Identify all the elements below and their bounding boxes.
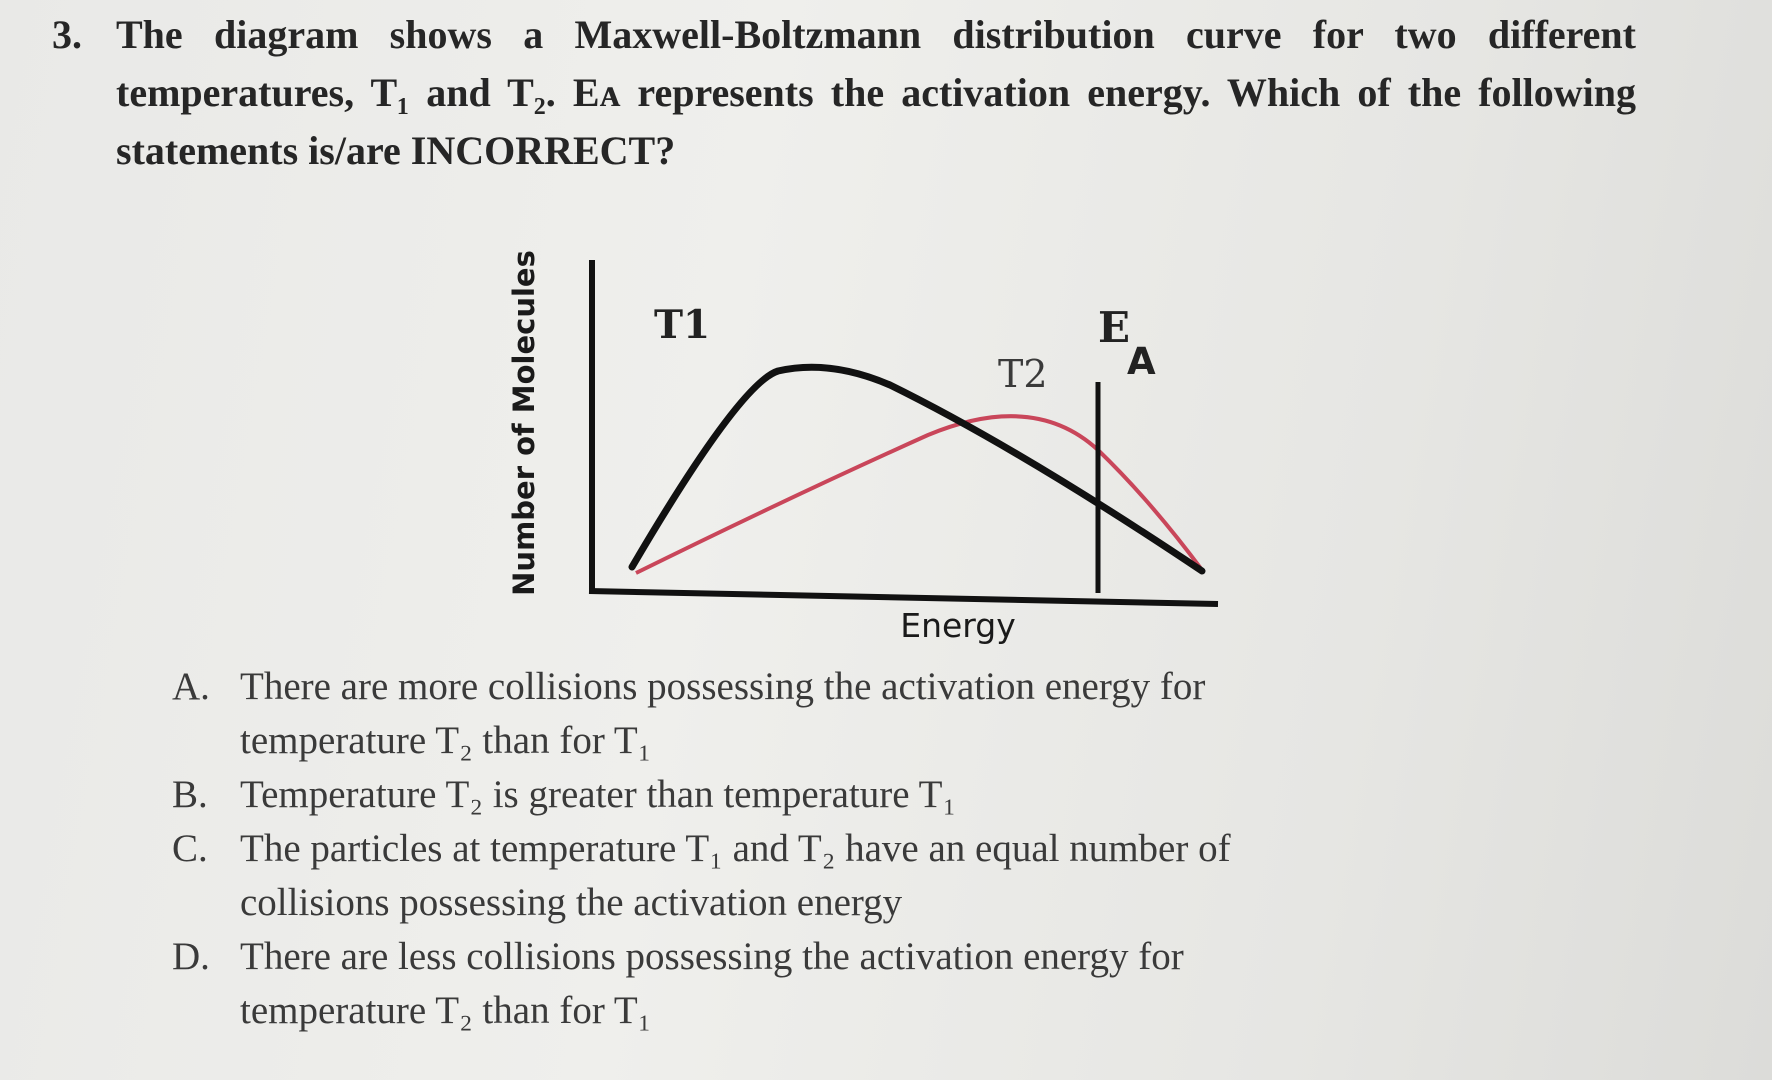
answer-options: A. There are more collisions possessing …: [172, 660, 1322, 1038]
option-text: There are more collisions possessing the…: [240, 665, 1206, 762]
option-c[interactable]: C. The particles at temperature T₁ and T…: [172, 822, 1322, 930]
maxwell-boltzmann-diagram: Number of Molecules T1 T2 E A Energy: [500, 235, 1260, 655]
option-text: The particles at temperature T₁ and T₂ h…: [240, 827, 1231, 924]
t1-curve: [628, 363, 1206, 575]
x-axis-label: Energy: [900, 606, 1016, 645]
question-block: 3. The diagram shows a Maxwell-Boltzmann…: [52, 6, 1636, 180]
x-axis: [588, 588, 1219, 607]
option-letter: D.: [172, 935, 210, 978]
option-text: Temperature T₂ is greater than temperatu…: [240, 773, 957, 816]
t2-label: T2: [998, 352, 1048, 396]
question-text: The diagram shows a Maxwell-Boltzmann di…: [116, 12, 1636, 173]
diagram-svg: Number of Molecules T1 T2 E A Energy: [507, 250, 1219, 645]
option-letter: A.: [172, 665, 210, 708]
option-letter: B.: [172, 773, 208, 816]
option-letter: C.: [172, 827, 208, 870]
question-number: 3.: [52, 12, 82, 57]
option-d[interactable]: D. There are less collisions possessing …: [172, 930, 1322, 1038]
activation-label-a: A: [1127, 340, 1156, 383]
t2-curve: [635, 414, 1204, 575]
option-b[interactable]: B. Temperature T₂ is greater than temper…: [172, 768, 1322, 822]
t1-label: T1: [654, 302, 710, 348]
y-axis-label: Number of Molecules: [507, 250, 541, 596]
activation-label-e: E: [1098, 303, 1130, 352]
option-a[interactable]: A. There are more collisions possessing …: [172, 660, 1322, 768]
option-text: There are less collisions possessing the…: [240, 935, 1184, 1032]
